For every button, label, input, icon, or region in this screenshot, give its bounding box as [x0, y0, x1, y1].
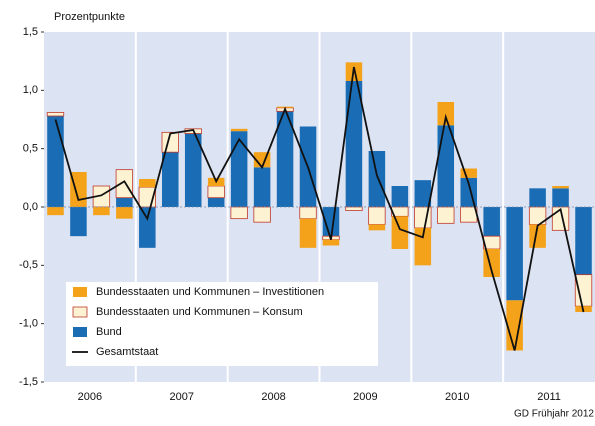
y-tick-label: -1,5: [19, 376, 38, 388]
bar-segment: [230, 131, 248, 207]
bar-segment: [552, 186, 569, 189]
legend-swatch: [73, 327, 87, 337]
bar-segment: [460, 206, 478, 223]
x-group-label: 2006: [78, 391, 102, 403]
bar-segment: [139, 179, 156, 188]
legend-label: Bundesstaaten und Kommunen – Konsum: [96, 306, 303, 318]
bar-segment: [368, 224, 386, 231]
bar-segment: [276, 111, 294, 207]
bar-segment: [575, 207, 592, 275]
legend-label: Bund: [96, 326, 122, 338]
bar-segment: [115, 169, 134, 199]
bar-segment: [460, 168, 477, 178]
bar-segment: [116, 197, 133, 207]
bar-segment: [483, 207, 500, 237]
y-tick-label: 0,5: [23, 143, 38, 155]
y-axis-label: Prozentpunkte: [54, 11, 125, 23]
bar-segment: [437, 206, 455, 224]
bar-segment: [391, 216, 409, 249]
bar-segment: [368, 151, 386, 207]
bar-segment: [47, 116, 64, 207]
y-tick-label: -1,0: [19, 318, 38, 330]
y-tick-label: 1,0: [23, 84, 38, 96]
bar-segment: [184, 133, 202, 207]
bar-segment: [93, 207, 110, 216]
bar-segment: [139, 207, 156, 248]
line: [54, 66, 585, 351]
bar-segment: [162, 152, 179, 207]
bar-segment: [529, 188, 546, 207]
source: GD Frühjahr 2012: [514, 409, 594, 420]
bar-segment: [207, 197, 225, 207]
legend-label: Bundesstaaten und Kommunen – Investition…: [96, 286, 324, 298]
legend-box: [66, 282, 378, 366]
bar-segment: [414, 180, 432, 207]
x-group-label: 2011: [537, 391, 561, 403]
bar-segment: [253, 206, 271, 223]
bar-segment: [230, 128, 248, 132]
bar-segment: [207, 185, 225, 199]
bar-segment: [552, 188, 569, 207]
bar-segment: [46, 112, 65, 117]
bar-segment: [345, 206, 363, 211]
legend-label: Gesamtstaat: [96, 346, 158, 358]
bar-segment: [230, 206, 248, 220]
bar-segment: [299, 206, 317, 220]
x-group-label: 2007: [170, 391, 194, 403]
bar-segment: [574, 274, 593, 307]
bar-segment: [437, 125, 455, 207]
x-group-label: 2008: [261, 391, 285, 403]
bar-segment: [70, 207, 87, 237]
x-group-label: 2010: [445, 391, 469, 403]
y-tick-label: 0,0: [23, 201, 38, 213]
bar-segment: [47, 207, 64, 216]
bar-segment: [322, 239, 340, 246]
y-tick-label: 1,5: [23, 26, 38, 38]
y-tick-label: -0,5: [19, 259, 38, 271]
bar-segment: [391, 186, 409, 207]
bar-segment: [116, 207, 133, 219]
legend-swatch: [72, 306, 88, 318]
legend-swatch: [73, 287, 87, 297]
legend: Bundesstaaten und Kommunen – Investition…: [66, 282, 378, 366]
bar-segment: [506, 207, 523, 301]
x-group-label: 2009: [353, 391, 377, 403]
bar-segment: [299, 218, 317, 248]
bar-segment: [437, 102, 455, 126]
bar-segment: [529, 224, 546, 248]
bar-segment: [345, 81, 363, 207]
bar-segment: [506, 300, 523, 351]
bar-segment: [253, 167, 271, 207]
bar-segment: [414, 228, 432, 266]
bar-segment: [368, 206, 386, 225]
